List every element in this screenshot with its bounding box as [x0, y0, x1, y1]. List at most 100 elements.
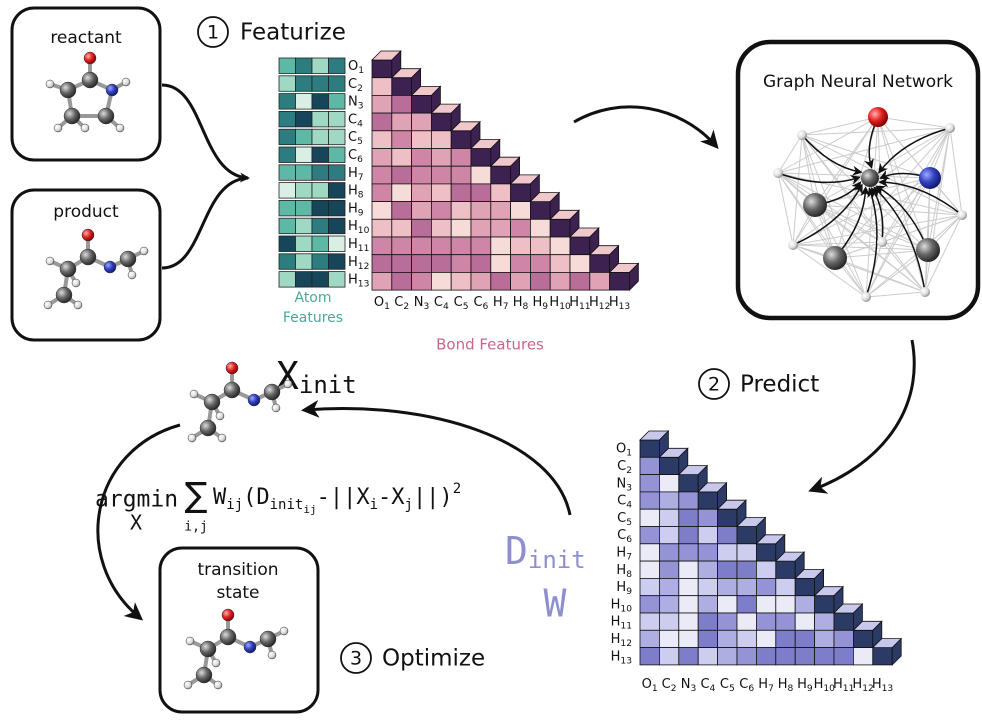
feature-cell [295, 235, 313, 252]
matrix-cell [490, 165, 511, 185]
feature-cell [278, 182, 296, 199]
atom-element: N [348, 94, 358, 109]
matrix-cell [490, 254, 511, 273]
graph-node [788, 240, 798, 250]
mol-atom [243, 640, 257, 654]
feature-cell [295, 253, 313, 270]
atom-label: C5 [720, 677, 735, 694]
matrix-cell [430, 130, 452, 149]
matrix-cell [659, 629, 680, 648]
graph-edge [792, 244, 867, 298]
atom-element: H [549, 295, 559, 310]
atom-index: 7 [503, 302, 509, 312]
step-label: Optimize [382, 646, 485, 672]
matrix-cell [659, 508, 680, 527]
matrix-cell [430, 148, 452, 167]
mol-atom [217, 433, 227, 443]
formula-term: j [405, 497, 413, 513]
mol-atom [59, 81, 77, 99]
atom-index: 12 [358, 261, 370, 271]
feature-cell [278, 93, 296, 110]
matrix-cell [450, 165, 472, 185]
atom-element: H [616, 545, 626, 560]
step-number: 2 [708, 374, 720, 396]
formula-term: ||) [413, 485, 453, 510]
atom-index: 5 [463, 302, 469, 312]
atom-element: H [348, 219, 358, 234]
matrix-cell [794, 612, 816, 631]
matrix-cell [736, 543, 757, 562]
atom-index: 9 [807, 684, 813, 694]
atom-label: O1 [374, 295, 390, 312]
matrix-cell [411, 112, 432, 132]
matrix-cell [430, 218, 452, 238]
matrix-cell [391, 201, 412, 220]
mol-atom [213, 680, 223, 690]
atom-label: C4 [617, 493, 632, 510]
atom-index: 11 [579, 302, 591, 312]
matrix-cell [450, 130, 472, 149]
matrix-cell [450, 201, 472, 220]
feature-cell [295, 199, 313, 217]
atom-element: C [617, 510, 626, 525]
matrix-cell [411, 236, 432, 256]
atom-element: C [348, 76, 357, 91]
atom-element: C [348, 148, 357, 163]
matrix-cell [411, 183, 432, 202]
mol-atom [183, 680, 193, 690]
matrix-cell [391, 112, 412, 132]
atom-label: N3 [348, 94, 364, 111]
matrix-cell [510, 254, 531, 273]
matrix-cell [530, 271, 551, 291]
matrix-cell [697, 526, 719, 545]
mol-atom [199, 640, 217, 658]
atom-element: C [617, 528, 626, 543]
atom-label: H7 [758, 677, 774, 694]
matrix-cell [371, 218, 393, 238]
atom-element: H [616, 580, 626, 595]
matrix-cell [411, 271, 432, 291]
matrix-cell [430, 271, 452, 291]
formula-operator-sub: X [130, 511, 142, 535]
feature-cell [295, 93, 313, 110]
matrix-cell [853, 647, 874, 666]
matrix-cell [697, 595, 719, 614]
graph-edge [949, 127, 963, 216]
matrix-cell [530, 218, 551, 238]
atom-label: C5 [454, 295, 469, 312]
matrix-cell [794, 629, 816, 648]
matrix-cell [814, 629, 835, 648]
atom-label: H7 [493, 295, 509, 312]
step-label: Featurize [240, 20, 346, 46]
matrix-cell [411, 95, 432, 114]
atom-element: H [589, 295, 599, 310]
atom-label: H10 [814, 677, 836, 694]
atom-label: C2 [348, 76, 363, 93]
matrix-cell [678, 647, 699, 666]
formula-sum-sub: i,j [184, 520, 207, 535]
feature-cell [295, 271, 313, 288]
graph-edge [777, 116, 879, 174]
graph-edge [777, 172, 926, 293]
matrix-cell [659, 526, 680, 545]
graph-edge [877, 116, 929, 251]
atom-element: H [778, 677, 788, 692]
matrix-cell [430, 201, 452, 220]
formula-term: i [370, 497, 378, 513]
mol-atom [203, 393, 221, 411]
atom-label: H13 [609, 295, 631, 312]
atom-label: H8 [513, 295, 529, 312]
graph-edge [924, 127, 951, 293]
formula-term: init [270, 497, 304, 513]
mol-atom [283, 379, 293, 389]
matrix-cell [391, 95, 412, 114]
arrow [161, 83, 250, 183]
step-circle [698, 368, 730, 400]
matrix-cell [678, 508, 699, 527]
matrix-cell [510, 183, 531, 202]
matrix-cell [391, 183, 412, 202]
atom-index: 5 [626, 517, 632, 527]
feature-cell [311, 253, 329, 270]
atom-element: C [662, 677, 671, 692]
arrow [161, 176, 249, 270]
